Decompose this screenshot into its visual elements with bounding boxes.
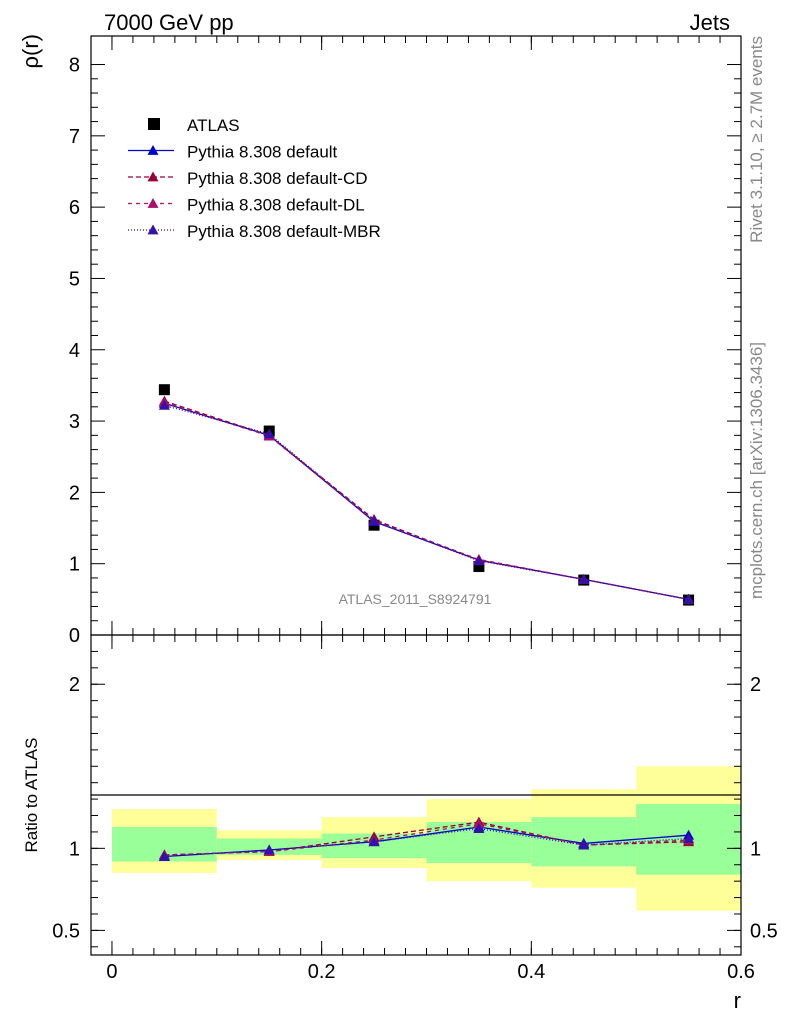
analysis-watermark: ATLAS_2011_S8924791 (339, 591, 492, 607)
ratio-series (158, 816, 695, 861)
main-point-0-0 (158, 384, 170, 396)
main-ytick-label-3: 3 (69, 411, 80, 433)
main-ytick-label-7: 7 (69, 126, 80, 148)
main-point-4-4 (578, 573, 590, 584)
header-right-title: Jets (690, 10, 730, 35)
main-series-line-1 (164, 402, 689, 600)
legend-marker-4 (147, 224, 159, 235)
main-series-line-4 (164, 404, 689, 600)
ratio-xtick-label-0: 0 (106, 961, 117, 983)
ratio-point-3-3 (473, 823, 485, 834)
ratio-ytick-label-right-0: 0.5 (750, 920, 778, 942)
main-ytick-label-1: 1 (69, 554, 80, 576)
legend-label-4: Pythia 8.308 default-MBR (187, 222, 381, 241)
ratio-point-3-2 (368, 836, 380, 847)
ratio-series-line-3 (164, 827, 689, 858)
main-series-line-2 (164, 400, 689, 600)
ratio-point-3-5 (683, 832, 695, 843)
main-point-0-3 (473, 561, 485, 573)
ratio-point-3-1 (263, 844, 275, 855)
main-axis-ticks: 0 1 2 3 4 5 6 7 8 (69, 36, 742, 647)
ratio-ytick-label-left-2: 2 (69, 674, 80, 696)
header-left-title: 7000 GeV pp (104, 10, 234, 35)
main-ytick-label-4: 4 (69, 340, 80, 362)
main-ytick-label-5: 5 (69, 268, 80, 290)
ratio-series-line-2 (164, 823, 689, 856)
main-y-axis-label: ρ(r) (18, 34, 43, 69)
legend-marker-3 (147, 198, 159, 208)
main-series (158, 384, 695, 606)
rivet-label: Rivet 3.1.10, ≥ 2.7M events (747, 36, 766, 243)
legend-label-3: Pythia 8.308 default-DL (187, 196, 365, 215)
ratio-ytick-label-left-0: 0.5 (52, 920, 80, 942)
legend-marker-0 (148, 118, 160, 130)
main-ytick-label-2: 2 (69, 482, 80, 504)
main-point-4-5 (683, 593, 695, 604)
x-axis-label: r (734, 988, 741, 1013)
main-point-4-3 (473, 555, 485, 566)
legend-marker-2 (147, 171, 159, 182)
ratio-point-3-4 (578, 839, 590, 850)
ratio-xtick-label-1: 0.2 (308, 961, 336, 983)
ratio-xtick-label-3: 0.6 (727, 961, 755, 983)
ratio-y-axis-label: Ratio to ATLAS (22, 738, 41, 853)
ratio-ytick-label-right-1: 1 (750, 838, 761, 860)
main-point-4-1 (263, 428, 275, 439)
main-point-4-0 (158, 399, 170, 410)
ratio-ytick-label-left-1: 1 (69, 838, 80, 860)
main-ytick-label-0: 0 (69, 625, 80, 647)
ratio-ytick-label-right-2: 2 (750, 674, 761, 696)
legend-label-2: Pythia 8.308 default-CD (187, 169, 368, 188)
mcplots-label: mcplots.cern.ch [arXiv:1306.3436] (747, 342, 766, 599)
main-point-4-2 (368, 515, 380, 526)
legend-marker-1 (147, 145, 159, 155)
ratio-axis-ticks: 0.5 0.5 1 1 2 2 0 0.2 0.4 0.6 (52, 635, 778, 983)
main-ytick-label-6: 6 (69, 197, 80, 219)
ratio-xtick-label-2: 0.4 (517, 961, 545, 983)
legend-label-1: Pythia 8.308 default (187, 143, 338, 162)
main-series-line-3 (164, 401, 689, 600)
legend: ATLAS Pythia 8.308 default Pythia 8.308 de… (128, 116, 381, 241)
main-ytick-label-8: 8 (69, 55, 80, 77)
legend-label-0: ATLAS (187, 116, 240, 135)
ratio-point-3-0 (158, 851, 170, 861)
